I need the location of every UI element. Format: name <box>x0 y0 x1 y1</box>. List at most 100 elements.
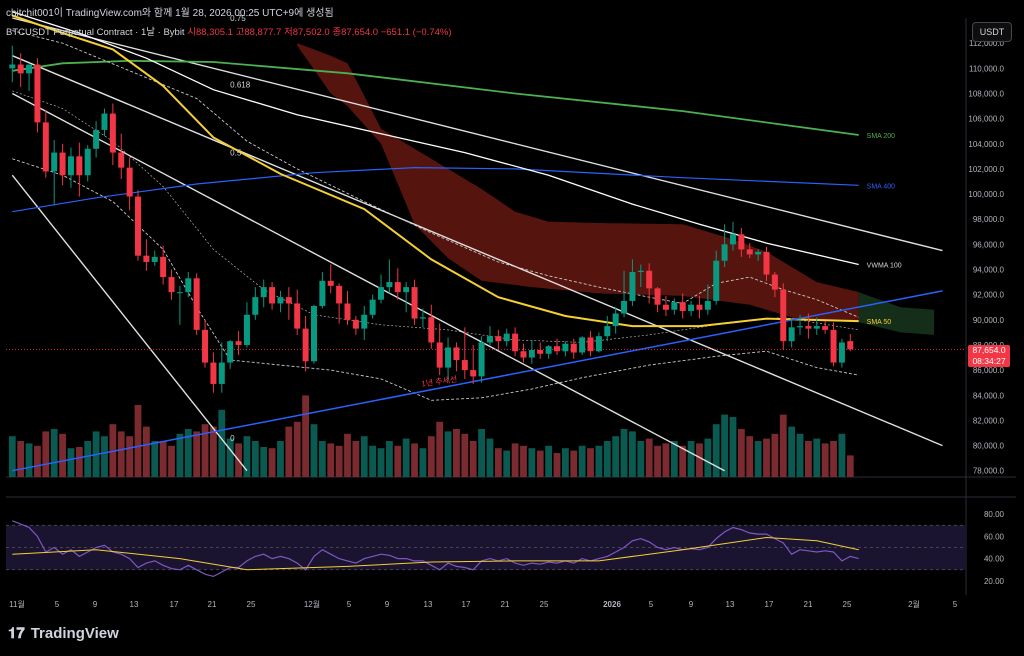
x-axis-label: 9 <box>385 600 390 609</box>
volume-bar <box>712 424 720 477</box>
volume-bar <box>310 424 318 477</box>
candle-body <box>277 297 284 304</box>
volume-bar <box>520 445 527 477</box>
volume-bar <box>360 436 368 477</box>
volume-bar <box>654 445 661 477</box>
x-axis-label: 5 <box>55 600 60 609</box>
fib-label: 0 <box>230 434 235 443</box>
candle-body <box>612 313 619 327</box>
candle-body <box>51 152 58 172</box>
candle-body <box>755 251 762 255</box>
candle-body <box>135 196 141 256</box>
x-axis-label: 5 <box>953 600 958 609</box>
y-axis-label: 104,000.0 <box>968 140 1004 149</box>
currency-button[interactable]: USDT <box>972 22 1012 42</box>
volume-bar <box>327 443 335 477</box>
candle-body <box>269 287 276 304</box>
volume-bar <box>704 438 712 477</box>
x-axis-label: 9 <box>93 600 98 609</box>
tradingview-logo[interactable]: 𝟏𝟕 TradingView <box>8 625 119 642</box>
volume-bar <box>721 414 728 477</box>
candle-body <box>629 272 636 301</box>
candle-body <box>67 156 74 176</box>
volume-bar <box>561 448 569 477</box>
candle-body <box>344 303 351 320</box>
y-axis-label: 84,000.0 <box>973 391 1005 400</box>
volume-bar <box>805 441 812 477</box>
volume-bar <box>796 433 804 477</box>
candle-body <box>478 342 485 377</box>
bar-countdown: 08:34:27 <box>972 356 1006 366</box>
volume-bar <box>142 426 150 477</box>
volume-bar <box>176 433 184 477</box>
candle-body <box>671 302 678 310</box>
volume-bar <box>486 438 494 477</box>
series-label-sma400: SMA 400 <box>867 183 896 190</box>
candle-body <box>34 64 41 123</box>
channel-line <box>11 174 248 472</box>
volume-bar <box>293 421 301 477</box>
volume-bar <box>536 450 544 477</box>
volume-bar <box>453 429 460 477</box>
sma50-line <box>11 14 859 328</box>
y-axis-label: 106,000.0 <box>968 115 1004 124</box>
volume-bar <box>285 426 293 477</box>
snapshot-title: chitchit001이 TradingView.com와 함께 1월 28, … <box>6 8 334 19</box>
candle-body <box>260 287 267 298</box>
volume-bar <box>846 455 854 477</box>
volume-bar <box>126 436 134 477</box>
legend-close: 종87,654.0 <box>332 27 379 38</box>
candle-body <box>243 314 250 345</box>
candle-body <box>227 341 234 363</box>
candle-body <box>813 326 820 329</box>
x-axis-label: 25 <box>247 600 256 609</box>
volume-bar <box>17 441 25 477</box>
volume-bar <box>201 424 209 477</box>
series-label-sma50: SMA 50 <box>867 319 892 326</box>
candle-body <box>93 129 100 149</box>
vwma100-line <box>12 11 859 266</box>
volume-bar <box>101 436 108 477</box>
volume-bar <box>42 431 50 477</box>
candle-body <box>503 333 510 342</box>
candle-body <box>361 314 368 329</box>
volume-bar <box>545 445 553 477</box>
volume-bar <box>813 438 821 477</box>
volume-bar <box>117 431 125 477</box>
sma400-line <box>12 166 859 213</box>
candle-body <box>797 326 804 328</box>
y-axis-label: 94,000.0 <box>973 266 1005 275</box>
x-axis-label: 9 <box>689 600 694 609</box>
candle-body <box>202 329 209 363</box>
candle-body <box>42 122 49 172</box>
x-axis-label: 5 <box>347 600 352 609</box>
candle-body <box>721 244 728 261</box>
candle-body <box>662 304 669 310</box>
y-axis-label: 82,000.0 <box>973 416 1005 425</box>
candle-body <box>436 342 443 368</box>
volume-bar <box>75 447 83 477</box>
brand-name: TradingView <box>30 625 119 642</box>
candle-body <box>185 278 192 293</box>
candle-body <box>394 282 401 293</box>
candle-body <box>327 280 334 286</box>
x-axis-label: 5 <box>649 600 654 609</box>
y-axis-label: 108,000.0 <box>968 89 1004 98</box>
volume-bar <box>620 429 628 477</box>
legend-symbol[interactable]: BTCUSDT Perpetual Contract · 1날 · Bybit <box>6 27 185 38</box>
volume-bar <box>754 441 762 477</box>
candle-body <box>160 256 167 278</box>
candle-body <box>545 346 552 354</box>
y-axis-label: 86,000.0 <box>973 366 1005 375</box>
rsi-line <box>12 520 859 578</box>
volume-bar <box>84 441 92 477</box>
bb-basis-line <box>12 90 859 343</box>
volume-bar <box>737 429 745 477</box>
candle-body <box>101 113 108 130</box>
volume-bar <box>243 436 251 477</box>
channel-line <box>12 55 943 447</box>
y-axis-label: 78,000.0 <box>973 467 1005 476</box>
volume-bar <box>260 447 268 477</box>
volume-bar <box>528 448 536 477</box>
